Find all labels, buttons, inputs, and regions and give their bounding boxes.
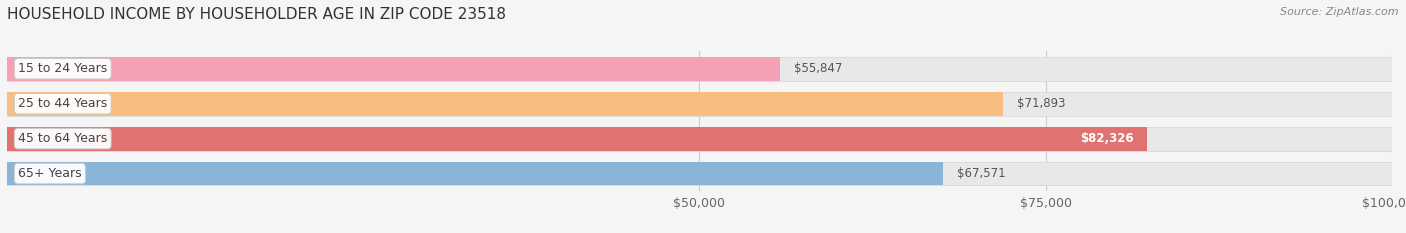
Text: 15 to 24 Years: 15 to 24 Years <box>18 62 107 75</box>
Bar <box>7 162 943 185</box>
Bar <box>7 57 780 81</box>
Bar <box>7 92 1392 116</box>
Text: Source: ZipAtlas.com: Source: ZipAtlas.com <box>1281 7 1399 17</box>
Text: $82,326: $82,326 <box>1080 132 1133 145</box>
Text: HOUSEHOLD INCOME BY HOUSEHOLDER AGE IN ZIP CODE 23518: HOUSEHOLD INCOME BY HOUSEHOLDER AGE IN Z… <box>7 7 506 22</box>
Bar <box>7 162 1392 185</box>
Bar <box>7 92 1002 116</box>
Bar <box>7 127 1147 151</box>
Text: 65+ Years: 65+ Years <box>18 167 82 180</box>
Text: $55,847: $55,847 <box>794 62 842 75</box>
Text: $67,571: $67,571 <box>956 167 1005 180</box>
Text: 45 to 64 Years: 45 to 64 Years <box>18 132 107 145</box>
Text: $71,893: $71,893 <box>1017 97 1064 110</box>
Text: 25 to 44 Years: 25 to 44 Years <box>18 97 107 110</box>
Bar <box>7 127 1392 151</box>
Bar <box>7 57 1392 81</box>
